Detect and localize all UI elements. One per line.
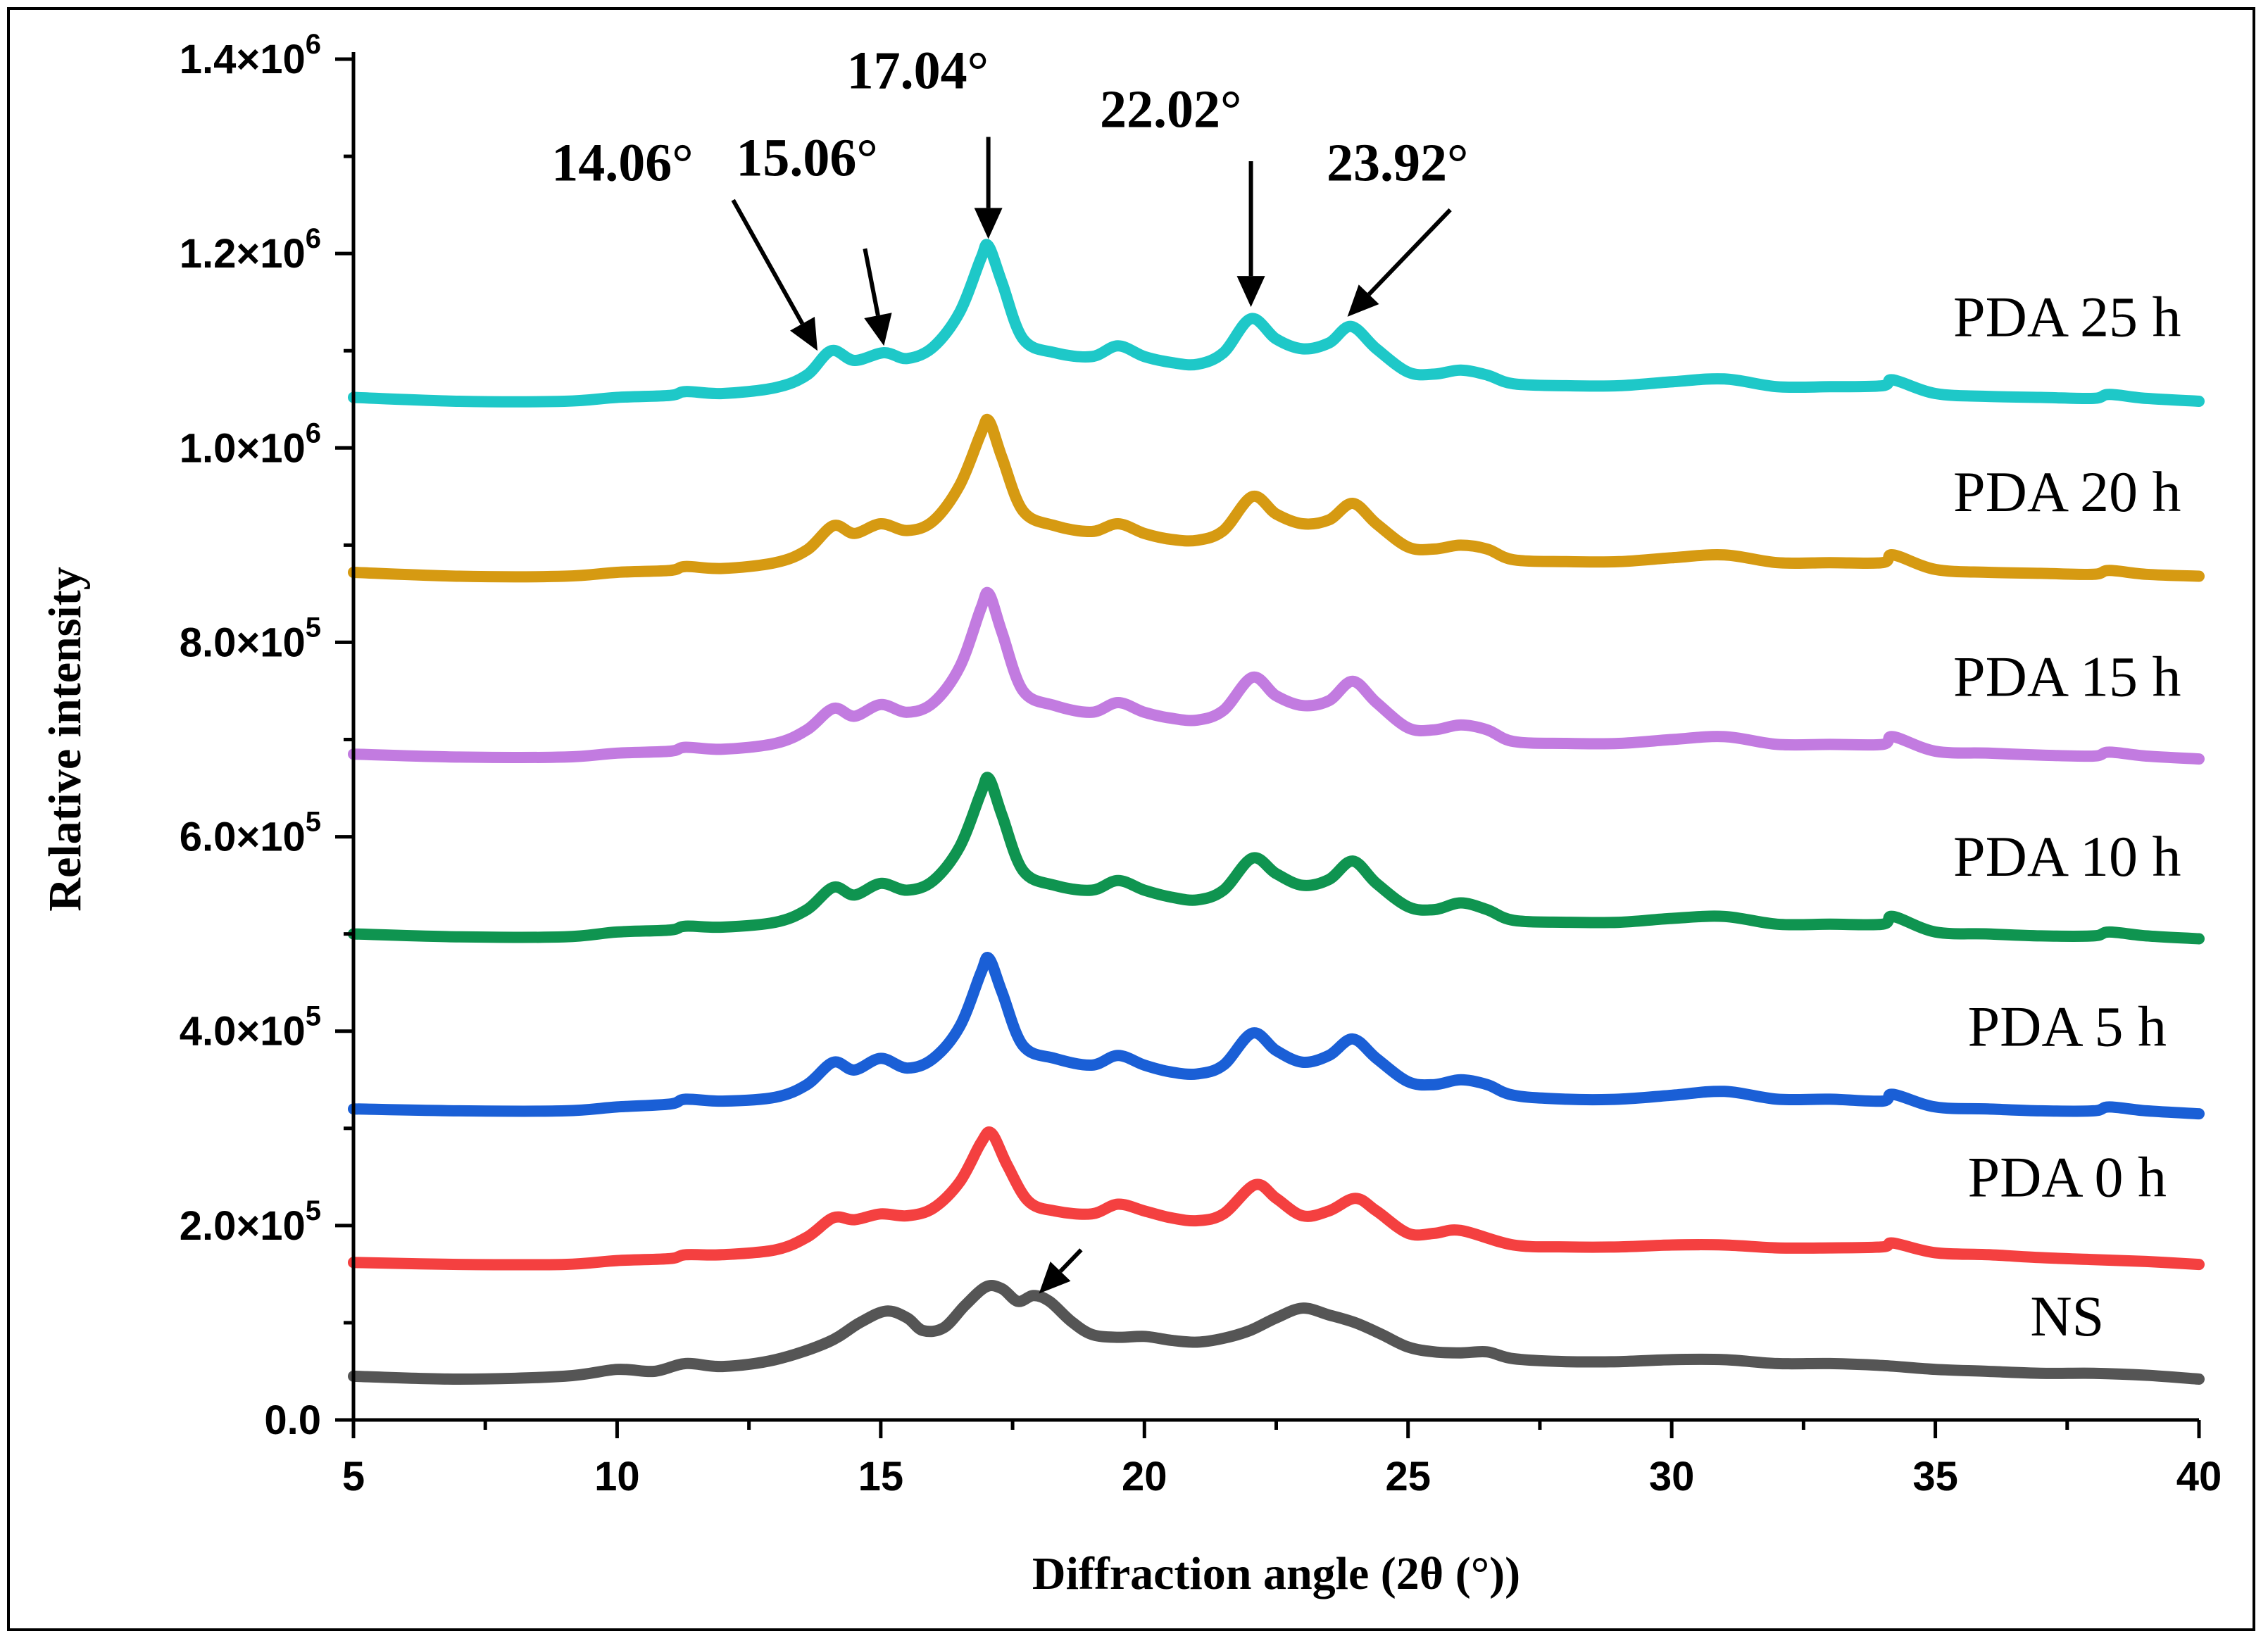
y-axis-title: Relative intensity — [39, 567, 91, 911]
y-tick-label: 0.0 — [264, 1397, 321, 1443]
axes-layer: 5 10 15 20 25 30 35 400.02.0×1054.0×1056.0×1058… — [39, 29, 2222, 1599]
series-line-pda-5-h — [348, 952, 2205, 1120]
y-tick-label: 1.0×106 — [180, 417, 321, 471]
series-line-ns — [348, 1280, 2205, 1385]
y-tick-exponent: 5 — [306, 807, 321, 838]
y-tick-base: 2.0×10 — [180, 1203, 306, 1249]
y-tick-exponent: 5 — [306, 1001, 321, 1032]
annotation-arrow-head — [974, 208, 1003, 239]
annotation-arrow-shaft — [863, 248, 880, 316]
series-label-pda-10-h: PDA 10 h — [1953, 824, 2181, 888]
series-line-pda-25-h — [348, 239, 2205, 408]
annotation-arrow-head — [864, 313, 892, 346]
series-label-ns: NS — [2030, 1284, 2104, 1348]
peak-annotation-label: 17.04° — [847, 41, 989, 100]
y-tick-base: 8.0×10 — [180, 620, 306, 665]
annotation-arrow-shaft — [731, 199, 805, 325]
annotation-arrow-head — [1236, 276, 1265, 308]
x-tick-label: 30 — [1649, 1454, 1695, 1499]
y-tick-exponent: 6 — [306, 223, 321, 254]
xrd-chart: 5 10 15 20 25 30 35 400.02.0×1054.0×1056.0×1058… — [39, 29, 2222, 1599]
x-tick-label: 15 — [858, 1454, 904, 1499]
y-tick-base: 1.4×10 — [180, 37, 306, 82]
annotation-arrow-head — [1347, 284, 1379, 317]
y-tick-base: 1.0×10 — [180, 425, 306, 471]
annotation-layer: 14.06° 15.06° 17.04° 22.02° 23.92° — [551, 41, 1468, 1294]
series-line-pda-10-h — [348, 772, 2205, 945]
y-tick-label: 2.0×105 — [180, 1195, 321, 1249]
peak-annotation-label: 14.06° — [551, 134, 693, 193]
series-label-pda-20-h: PDA 20 h — [1953, 460, 2181, 524]
series-label-pda-0-h: PDA 0 h — [1968, 1145, 2167, 1209]
x-tick-label: 20 — [1122, 1454, 1167, 1499]
annotation-arrow-head — [1039, 1261, 1071, 1294]
series-label-pda-25-h: PDA 25 h — [1953, 285, 2181, 349]
x-axis-title: Diffraction angle (2θ (°)) — [1032, 1548, 1520, 1599]
series-label-pda-15-h: PDA 15 h — [1953, 644, 2181, 708]
y-tick-exponent: 5 — [306, 612, 321, 643]
peak-annotation-label: 22.02° — [1100, 80, 1241, 139]
peak-annotation-label: 15.06° — [736, 129, 877, 188]
series-label-pda-5-h: PDA 5 h — [1968, 994, 2167, 1058]
y-tick-base: 6.0×10 — [180, 815, 306, 860]
label-layer: NS PDA 0 h PDA 5 h PDA 10 h PDA 15 h PDA 20 h… — [1953, 285, 2181, 1348]
y-tick-label: 4.0×105 — [180, 1001, 321, 1055]
series-layer — [348, 239, 2205, 1385]
figure-frame: 5 10 15 20 25 30 35 40 0.0 2.0×105 4.0×105 6.0×105 8… — [7, 7, 2255, 1631]
y-tick-label: 6.0×105 — [180, 807, 321, 860]
x-tick-label: 10 — [594, 1454, 640, 1499]
x-tick-label: 25 — [1385, 1454, 1431, 1499]
peak-annotation-label: 23.92° — [1327, 134, 1468, 193]
annotation-arrow-shaft — [1367, 208, 1452, 296]
y-tick-label: 1.2×106 — [180, 223, 321, 277]
series-line-pda-15-h — [348, 586, 2205, 765]
series-line-pda-0-h — [348, 1126, 2205, 1271]
y-tick-exponent: 6 — [306, 417, 321, 448]
annotation-arrow-head — [790, 317, 817, 351]
x-tick-label: 40 — [2176, 1454, 2222, 1499]
series-line-pda-20-h — [348, 413, 2205, 583]
y-tick-base: 4.0×10 — [180, 1009, 306, 1055]
y-tick-exponent: 5 — [306, 1195, 321, 1226]
y-tick-base: 0.0 — [264, 1397, 321, 1443]
x-tick-label: 35 — [1912, 1454, 1958, 1499]
x-tick-label: 5 — [342, 1454, 365, 1499]
y-tick-label: 1.4×106 — [180, 29, 321, 82]
annotation-arrow-shaft — [1058, 1248, 1083, 1273]
y-tick-exponent: 6 — [306, 29, 321, 60]
y-tick-base: 1.2×10 — [180, 231, 306, 277]
y-tick-label: 8.0×105 — [180, 612, 321, 665]
